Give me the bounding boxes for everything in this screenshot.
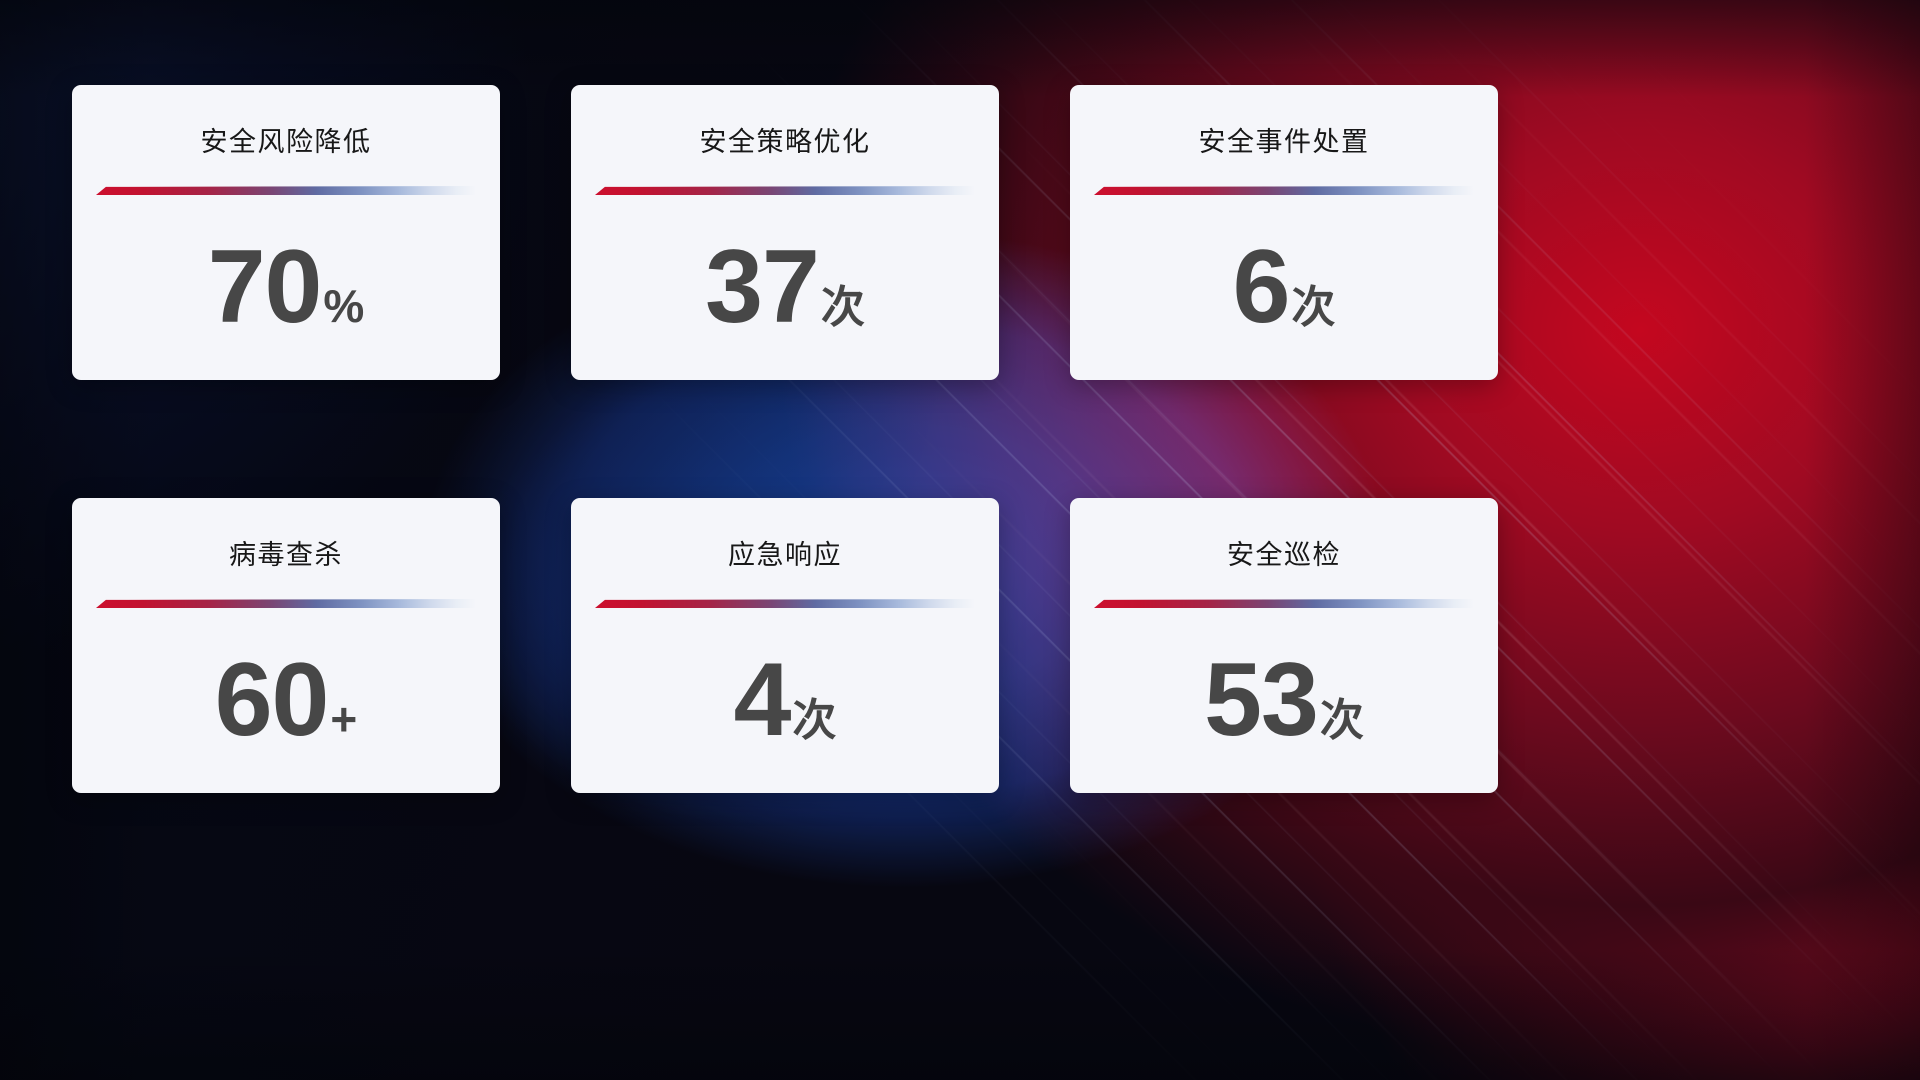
gradient-rule: [1094, 186, 1474, 195]
metric-card-value: 60 +: [72, 648, 500, 752]
metric-card-value: 70%: [72, 235, 500, 339]
metric-value-number: 60: [214, 642, 330, 758]
metric-card-title: 安全巡检: [1227, 540, 1341, 570]
metric-card-title: 病毒查杀: [229, 540, 343, 570]
metric-value-unit: 次: [1319, 696, 1364, 745]
metric-card[interactable]: 病毒查杀 60 +: [72, 498, 500, 793]
gradient-rule: [595, 186, 975, 195]
metric-card[interactable]: 安全巡检 53 次: [1070, 498, 1498, 793]
metric-card-divider: [96, 599, 476, 608]
metric-value-number: 6: [1232, 229, 1291, 345]
gradient-rule: [96, 599, 476, 608]
metric-value-unit: 次: [792, 696, 837, 745]
metric-card[interactable]: 安全事件处置 6 次: [1070, 85, 1498, 380]
metric-card-value: 53 次: [1070, 648, 1498, 752]
metric-card-divider: [595, 186, 975, 195]
metric-value-number: 70: [207, 229, 323, 345]
metric-card-title: 安全风险降低: [200, 127, 372, 157]
metric-value-unit: %: [323, 280, 365, 332]
metric-card-title: 应急响应: [728, 540, 842, 570]
metric-card-value: 37 次: [571, 235, 999, 339]
metric-card-divider: [595, 599, 975, 608]
metric-card-title: 安全策略优化: [699, 127, 871, 157]
metric-value-number: 4: [733, 642, 792, 758]
gradient-rule: [595, 599, 975, 608]
metric-value-unit: 次: [1291, 283, 1336, 332]
metric-card[interactable]: 安全风险降低 70%: [72, 85, 500, 380]
gradient-rule: [96, 186, 476, 195]
metric-card-divider: [1094, 186, 1474, 195]
metric-card-divider: [96, 186, 476, 195]
metric-card[interactable]: 应急响应 4 次: [571, 498, 999, 793]
metric-card[interactable]: 安全策略优化 37 次: [571, 85, 999, 380]
metric-card-grid: 安全风险降低 70% 安全策略优化 37 次安全事件处置 6 次病毒查杀 60 + 应急响应 4 次安…: [72, 85, 1498, 793]
metric-value-number: 53: [1204, 642, 1319, 758]
metric-card-divider: [1094, 599, 1474, 608]
metric-value-unit: +: [330, 693, 358, 745]
metric-value-number: 37: [705, 229, 820, 345]
metric-value-unit: 次: [820, 283, 865, 332]
gradient-rule: [1094, 599, 1474, 608]
metric-card-title: 安全事件处置: [1198, 127, 1370, 157]
